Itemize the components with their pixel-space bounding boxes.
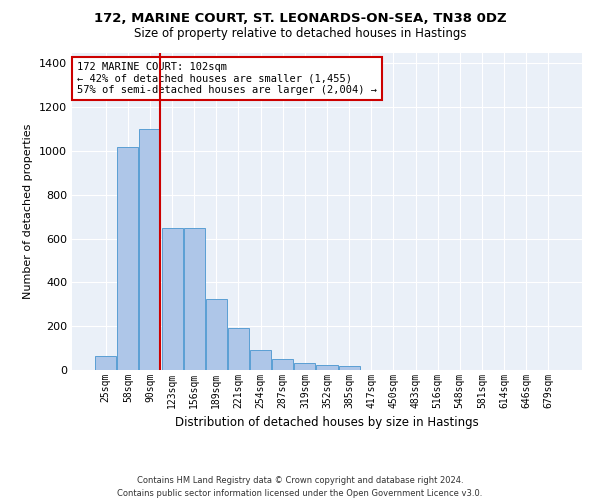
Bar (118, 146, 139, 370)
Bar (184, 228, 205, 370)
Text: Size of property relative to detached houses in Hastings: Size of property relative to detached ho… (134, 28, 466, 40)
Text: Contains HM Land Registry data © Crown copyright and database right 2024.
Contai: Contains HM Land Registry data © Crown c… (118, 476, 482, 498)
Bar (295, 364, 316, 370)
Bar (338, 366, 359, 370)
Bar (228, 328, 249, 370)
Text: 172, MARINE COURT, ST. LEONARDS-ON-SEA, TN38 0DZ: 172, MARINE COURT, ST. LEONARDS-ON-SEA, … (94, 12, 506, 26)
Bar (250, 350, 271, 370)
Text: 172 MARINE COURT: 102sqm
← 42% of detached houses are smaller (1,455)
57% of sem: 172 MARINE COURT: 102sqm ← 42% of detach… (77, 62, 377, 95)
Bar (95, 356, 116, 370)
Bar (316, 364, 338, 370)
Bar (161, 228, 182, 370)
Y-axis label: Number of detached properties: Number of detached properties (23, 124, 34, 299)
Bar (272, 360, 293, 370)
Bar (206, 299, 227, 370)
X-axis label: Distribution of detached houses by size in Hastings: Distribution of detached houses by size … (175, 416, 479, 430)
Bar (139, 129, 160, 370)
